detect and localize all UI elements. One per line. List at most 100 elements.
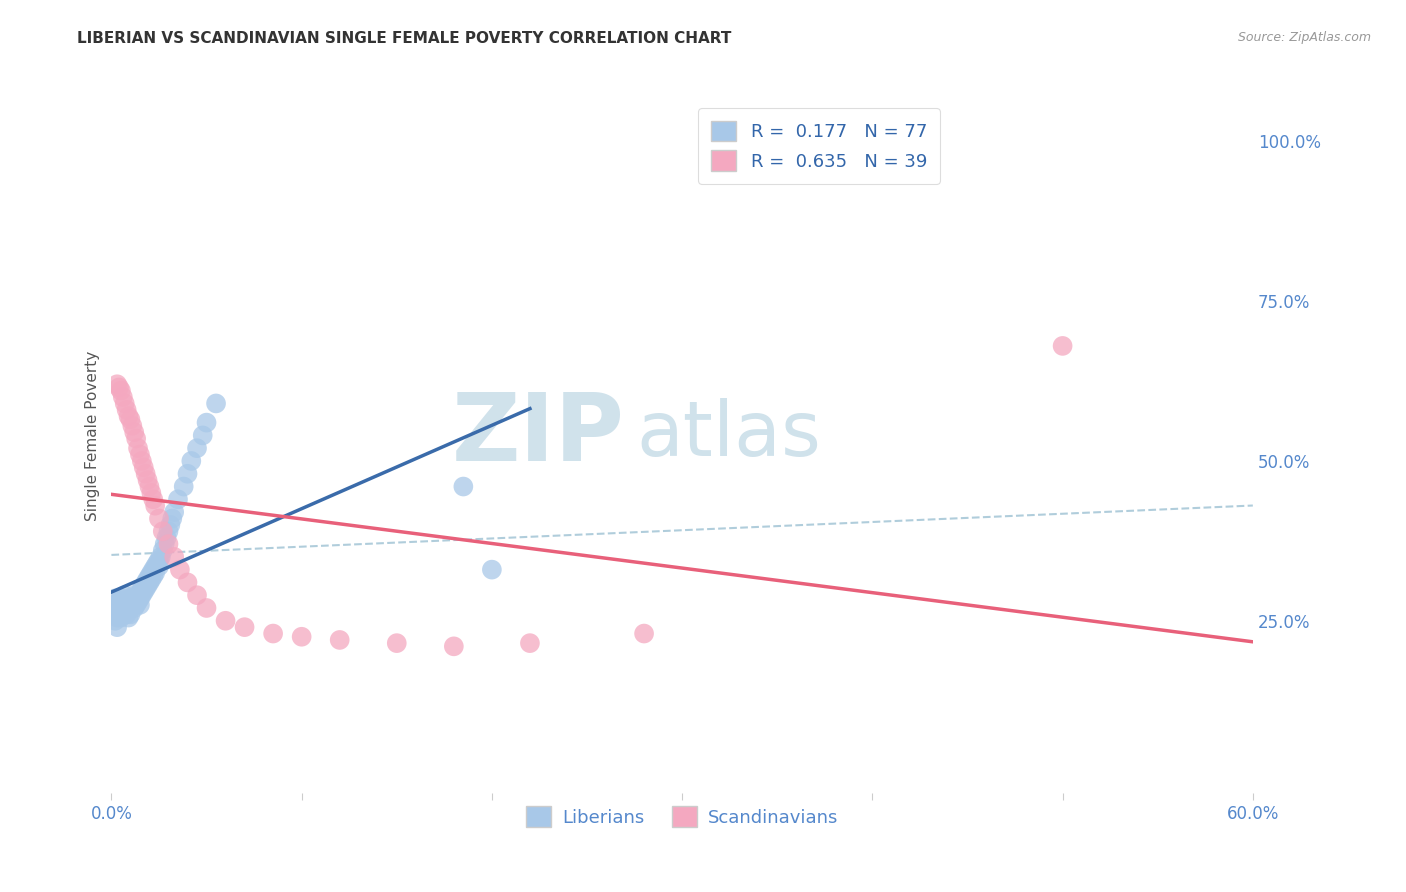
- Point: [114, 604, 136, 618]
- Point: [108, 594, 131, 608]
- Point: [141, 566, 163, 580]
- Point: [195, 601, 218, 615]
- Point: [481, 563, 503, 577]
- Point: [143, 566, 166, 580]
- Point: [129, 598, 152, 612]
- Text: atlas: atlas: [637, 399, 821, 473]
- Point: [135, 575, 157, 590]
- Text: ZIP: ZIP: [453, 390, 626, 482]
- Point: [152, 543, 174, 558]
- Point: [105, 377, 128, 392]
- Y-axis label: Single Female Poverty: Single Female Poverty: [86, 351, 100, 521]
- Point: [117, 598, 139, 612]
- Point: [120, 594, 142, 608]
- Point: [519, 636, 541, 650]
- Text: LIBERIAN VS SCANDINAVIAN SINGLE FEMALE POVERTY CORRELATION CHART: LIBERIAN VS SCANDINAVIAN SINGLE FEMALE P…: [77, 31, 731, 46]
- Point: [131, 582, 153, 596]
- Point: [157, 524, 180, 539]
- Point: [104, 614, 127, 628]
- Point: [129, 585, 152, 599]
- Point: [105, 610, 128, 624]
- Point: [142, 563, 165, 577]
- Point: [111, 390, 134, 404]
- Point: [121, 598, 143, 612]
- Legend: Liberians, Scandinavians: Liberians, Scandinavians: [519, 799, 845, 834]
- Point: [195, 416, 218, 430]
- Point: [191, 428, 214, 442]
- Point: [121, 418, 143, 433]
- Point: [141, 486, 163, 500]
- Point: [138, 479, 160, 493]
- Point: [157, 537, 180, 551]
- Point: [131, 454, 153, 468]
- Point: [136, 572, 159, 586]
- Point: [105, 604, 128, 618]
- Point: [167, 492, 190, 507]
- Point: [180, 454, 202, 468]
- Point: [176, 467, 198, 481]
- Point: [111, 594, 134, 608]
- Point: [117, 610, 139, 624]
- Point: [114, 598, 136, 612]
- Point: [114, 588, 136, 602]
- Point: [176, 575, 198, 590]
- Point: [143, 559, 166, 574]
- Text: Source: ZipAtlas.com: Source: ZipAtlas.com: [1237, 31, 1371, 45]
- Point: [138, 569, 160, 583]
- Point: [110, 598, 132, 612]
- Point: [121, 591, 143, 606]
- Point: [148, 559, 170, 574]
- Point: [117, 409, 139, 424]
- Point: [149, 549, 172, 564]
- Point: [108, 380, 131, 394]
- Point: [122, 588, 145, 602]
- Point: [122, 425, 145, 440]
- Point: [122, 601, 145, 615]
- Point: [138, 575, 160, 590]
- Point: [214, 614, 236, 628]
- Point: [103, 607, 125, 622]
- Point: [132, 460, 155, 475]
- Point: [155, 531, 177, 545]
- Point: [159, 517, 181, 532]
- Point: [129, 448, 152, 462]
- Point: [127, 441, 149, 455]
- Point: [132, 579, 155, 593]
- Point: [262, 626, 284, 640]
- Point: [633, 626, 655, 640]
- Point: [148, 511, 170, 525]
- Point: [120, 412, 142, 426]
- Point: [122, 594, 145, 608]
- Point: [146, 556, 169, 570]
- Point: [163, 549, 186, 564]
- Point: [163, 505, 186, 519]
- Point: [162, 511, 184, 525]
- Point: [125, 591, 148, 606]
- Point: [108, 607, 131, 622]
- Point: [142, 492, 165, 507]
- Point: [136, 579, 159, 593]
- Point: [453, 479, 475, 493]
- Point: [233, 620, 256, 634]
- Point: [125, 432, 148, 446]
- Point: [443, 640, 465, 654]
- Point: [127, 588, 149, 602]
- Point: [120, 601, 142, 615]
- Point: [110, 591, 132, 606]
- Point: [114, 396, 136, 410]
- Point: [148, 553, 170, 567]
- Point: [115, 402, 138, 417]
- Point: [169, 563, 191, 577]
- Point: [117, 591, 139, 606]
- Point: [291, 630, 314, 644]
- Point: [329, 632, 352, 647]
- Point: [141, 572, 163, 586]
- Point: [131, 588, 153, 602]
- Point: [108, 601, 131, 615]
- Point: [104, 598, 127, 612]
- Point: [111, 607, 134, 622]
- Point: [115, 601, 138, 615]
- Point: [129, 591, 152, 606]
- Point: [1052, 339, 1074, 353]
- Point: [120, 607, 142, 622]
